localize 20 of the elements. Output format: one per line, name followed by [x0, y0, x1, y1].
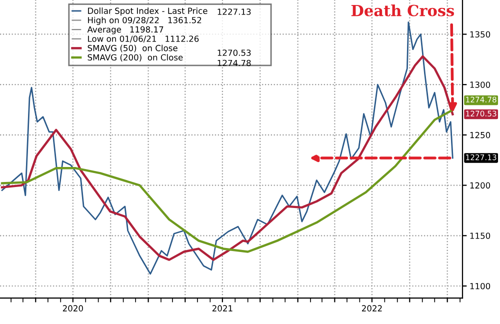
y-tick-label: 1200: [470, 182, 490, 189]
annotation: High on 09/28/22 1361.52: [88, 16, 202, 25]
x-tick-label: 2021: [212, 305, 232, 312]
legend-label: Dollar Spot Index - Last Price: [88, 8, 208, 16]
y-tick-label: 1350: [470, 31, 490, 38]
legend-label: SMAVG (50) on Close: [88, 44, 178, 52]
annotation: Average 1198.17: [87, 26, 164, 34]
text: 1274.78: [218, 60, 251, 66]
y-tick-label: 1250: [470, 132, 490, 138]
text: 1227.13: [218, 8, 251, 15]
x-tick-label: 2020: [62, 305, 83, 312]
x-tick-label: 2022: [362, 305, 382, 312]
y-tick-label: 1100: [470, 282, 490, 290]
annotation: Death Cross: [351, 4, 454, 16]
annotation: Low on 01/06/21 1112.26: [88, 36, 199, 43]
text: 1270.53: [218, 50, 251, 56]
line-series: [0, 55, 454, 261]
y-tick-label: 1300: [470, 82, 490, 88]
y-tick-label: 1150: [470, 232, 490, 239]
legend-label: SMAVG (200) on Close: [88, 54, 183, 62]
